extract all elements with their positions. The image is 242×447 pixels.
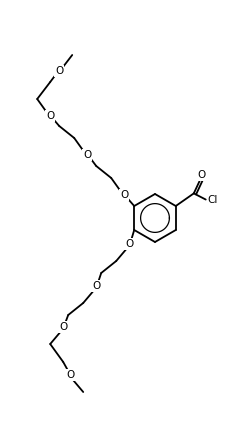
Text: O: O: [92, 281, 100, 291]
Text: O: O: [120, 190, 128, 200]
Text: Cl: Cl: [208, 194, 218, 205]
Text: O: O: [197, 170, 206, 180]
Text: O: O: [59, 322, 67, 332]
Text: O: O: [125, 239, 133, 249]
Text: O: O: [66, 370, 74, 380]
Text: O: O: [46, 111, 54, 121]
Text: O: O: [55, 66, 63, 76]
Text: O: O: [83, 150, 91, 160]
